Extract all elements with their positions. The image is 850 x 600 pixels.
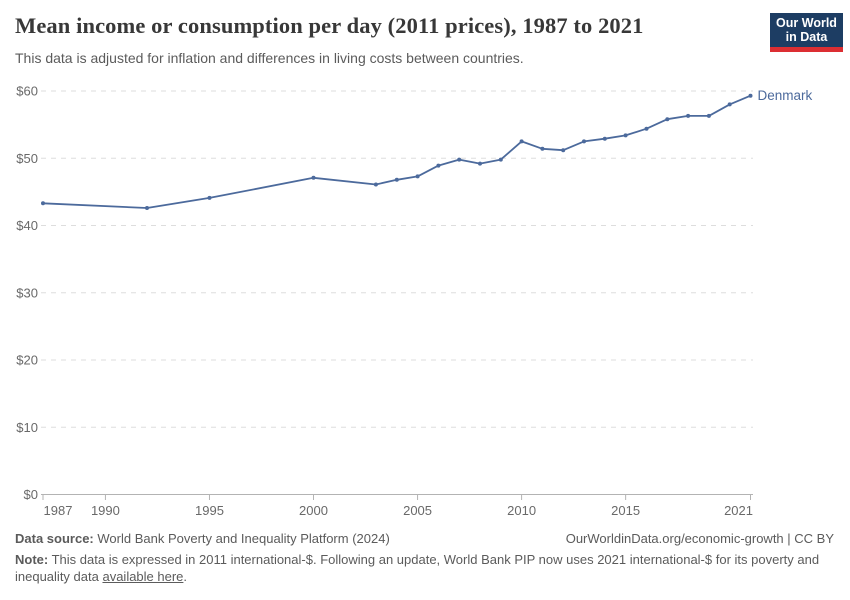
x-tick-label-1990: 1990 <box>91 503 120 518</box>
data-point-2007[interactable] <box>457 157 462 162</box>
page-subtitle: This data is adjusted for inflation and … <box>15 50 524 66</box>
line-chart-canvas[interactable]: $0 $10 $20 $30 $40 $50 $60 1987 1990 1995 2000 2005… <box>0 78 850 528</box>
y-tick-label-50: $50 <box>16 151 38 166</box>
data-point-2004[interactable] <box>394 177 399 182</box>
series-end-label-denmark: Denmark <box>758 88 813 103</box>
owid-logo[interactable]: Our World in Data <box>770 13 843 52</box>
note-label: Note: <box>15 552 49 567</box>
y-tick-label-60: $60 <box>16 84 38 99</box>
data-source-label: Data source: <box>15 531 94 546</box>
data-point-2018[interactable] <box>686 113 691 118</box>
x-tick-label-2005: 2005 <box>403 503 432 518</box>
x-tick-label-2010: 2010 <box>507 503 536 518</box>
y-tick-label-10: $10 <box>16 420 38 435</box>
data-point-2010[interactable] <box>519 139 524 144</box>
data-point-2019[interactable] <box>706 113 711 118</box>
data-point-1987[interactable] <box>41 201 45 206</box>
y-tick-label-30: $30 <box>16 285 38 300</box>
footer-note: Note: This data is expressed in 2011 int… <box>15 551 834 585</box>
data-point-2016[interactable] <box>644 126 649 131</box>
y-tick-label-0: $0 <box>24 487 38 502</box>
available-here-link[interactable]: available here <box>102 569 184 584</box>
data-point-2009[interactable] <box>498 157 503 162</box>
data-point-2011[interactable] <box>540 146 545 151</box>
data-source-text: Data source: World Bank Poverty and Ineq… <box>15 530 390 547</box>
data-point-2013[interactable] <box>582 139 586 144</box>
page-title: Mean income or consumption per day (2011… <box>15 13 644 38</box>
data-point-2003[interactable] <box>373 182 378 187</box>
note-period: . <box>183 569 188 584</box>
data-point-2008[interactable] <box>478 161 482 166</box>
x-tick-label-1995: 1995 <box>195 503 224 518</box>
x-tick-label-2000: 2000 <box>299 503 328 518</box>
data-point-2012[interactable] <box>561 148 566 153</box>
data-point-2017[interactable] <box>665 117 670 122</box>
footer-source-row: Data source: World Bank Poverty and Ineq… <box>15 530 834 547</box>
y-tick-label-40: $40 <box>16 218 38 233</box>
data-point-1992[interactable] <box>145 206 149 210</box>
credit-link[interactable]: OurWorldinData.org/economic-growth | CC … <box>565 531 834 546</box>
note-text: This data is expressed in 2011 internati… <box>15 552 820 584</box>
data-point-2000[interactable] <box>311 175 316 180</box>
owid-logo-line2: in Data <box>785 30 828 44</box>
footer: Data source: World Bank Poverty and Ineq… <box>15 530 834 585</box>
owid-logo-line1: Our World <box>776 16 837 30</box>
y-tick-label-20: $20 <box>16 353 38 368</box>
x-tick-label-2015: 2015 <box>611 503 640 518</box>
data-point-1995[interactable] <box>207 195 212 200</box>
data-source-value: World Bank Poverty and Inequality Platfo… <box>97 531 390 546</box>
data-point-2006[interactable] <box>436 163 441 168</box>
x-tick-label-2021: 2021 <box>724 503 753 518</box>
data-point-2020[interactable] <box>727 102 732 107</box>
data-point-2014[interactable] <box>602 136 607 141</box>
chart-area[interactable]: $0 $10 $20 $30 $40 $50 $60 1987 1990 1995 2000 2005… <box>0 78 850 528</box>
data-point-2015[interactable] <box>623 133 628 138</box>
data-point-2005[interactable] <box>415 174 420 179</box>
data-point-2021[interactable] <box>748 93 753 98</box>
series-line-denmark <box>42 94 752 209</box>
x-tick-label-1987: 1987 <box>44 503 73 518</box>
